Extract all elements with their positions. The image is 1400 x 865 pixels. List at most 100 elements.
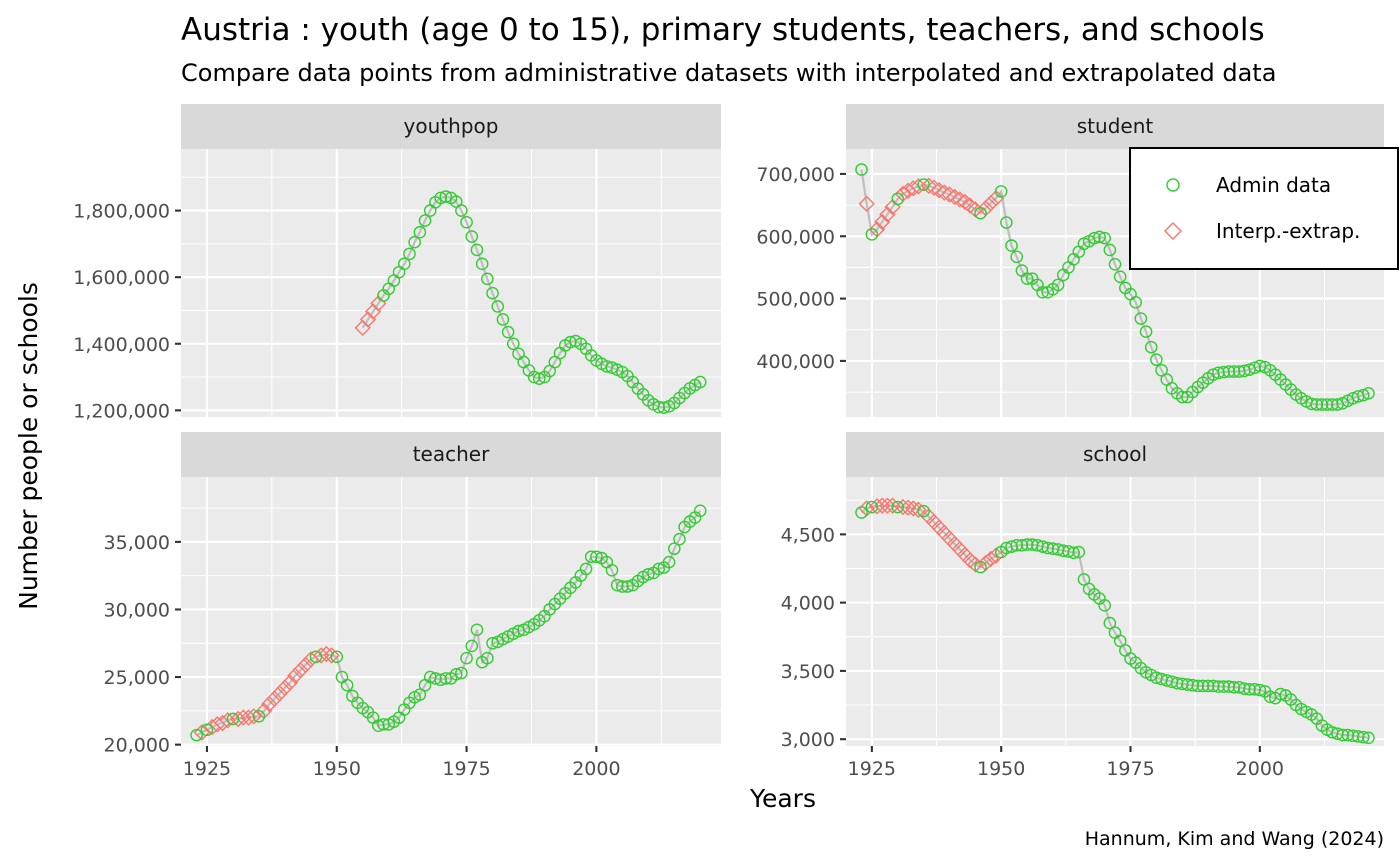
admin-point bbox=[252, 709, 266, 723]
chart-subtitle: Compare data points from administrative … bbox=[181, 59, 1276, 87]
admin-point bbox=[429, 672, 442, 685]
y-tick-label: 500,000 bbox=[756, 289, 835, 311]
admin-point bbox=[667, 542, 681, 555]
admin-point bbox=[496, 313, 510, 326]
interp-point bbox=[987, 190, 1005, 207]
admin-point bbox=[1000, 216, 1013, 229]
admin-point bbox=[1088, 231, 1101, 245]
interp-point bbox=[894, 498, 912, 516]
admin-point bbox=[465, 230, 479, 243]
admin-point bbox=[1186, 678, 1199, 692]
admin-point bbox=[455, 666, 468, 680]
admin-point bbox=[455, 204, 468, 217]
admin-point bbox=[190, 728, 203, 742]
interp-point bbox=[874, 213, 891, 231]
x-tick-label: 2000 bbox=[1236, 758, 1284, 780]
admin-point bbox=[657, 401, 671, 414]
admin-point bbox=[1248, 361, 1261, 375]
interp-point bbox=[920, 177, 937, 194]
interp-point bbox=[271, 685, 288, 702]
admin-point bbox=[403, 247, 416, 261]
admin-point bbox=[501, 325, 515, 339]
admin-point bbox=[1072, 545, 1086, 559]
admin-point bbox=[590, 550, 603, 564]
admin-point bbox=[891, 500, 905, 514]
admin-point bbox=[1315, 398, 1329, 411]
admin-point bbox=[1150, 353, 1163, 366]
interp-point bbox=[982, 550, 1000, 568]
admin-point bbox=[1098, 231, 1111, 245]
admin-point bbox=[1098, 599, 1111, 612]
admin-point bbox=[693, 504, 707, 518]
y-tick-label: 1,400,000 bbox=[73, 334, 170, 356]
admin-point bbox=[1067, 546, 1080, 560]
facet-strip bbox=[181, 104, 721, 149]
admin-point bbox=[974, 560, 987, 574]
admin-point bbox=[1222, 365, 1236, 378]
legend-box bbox=[1129, 147, 1399, 270]
admin-point bbox=[1077, 573, 1091, 586]
admin-point bbox=[1325, 398, 1339, 411]
admin-point bbox=[1129, 296, 1142, 309]
y-tick-label: 4,500 bbox=[781, 524, 835, 546]
admin-point bbox=[340, 678, 354, 692]
admin-point bbox=[652, 400, 665, 414]
facet-strip-label: student bbox=[1077, 114, 1154, 138]
admin-point bbox=[1227, 365, 1241, 378]
y-tick-label: 3,000 bbox=[781, 729, 835, 751]
facet-strip bbox=[846, 432, 1384, 477]
legend: Admin data Interp.-extrap. bbox=[1129, 147, 1399, 270]
admin-point bbox=[439, 190, 453, 203]
series-line bbox=[196, 510, 702, 737]
facet-panel-youthpop: youthpop 1,200,000 1,400,000 1,600,000 1,800… bbox=[73, 104, 721, 422]
y-tick-label: 1,200,000 bbox=[73, 400, 170, 422]
admin-point bbox=[1206, 679, 1220, 693]
admin-point bbox=[1222, 680, 1236, 693]
admin-point bbox=[397, 257, 411, 271]
interp-point bbox=[318, 645, 335, 663]
admin-point bbox=[465, 639, 479, 653]
admin-point bbox=[1175, 390, 1189, 404]
admin-point bbox=[579, 562, 593, 576]
admin-point bbox=[673, 532, 686, 546]
y-tick-label: 700,000 bbox=[756, 164, 835, 186]
x-tick-label: 2000 bbox=[572, 758, 620, 780]
admin-point bbox=[891, 192, 905, 206]
panel-background bbox=[846, 477, 1384, 746]
admin-point bbox=[1201, 679, 1215, 693]
admin-point bbox=[621, 580, 634, 593]
y-tick-label: 30,000 bbox=[104, 599, 170, 621]
admin-point bbox=[481, 651, 494, 665]
admin-point bbox=[1253, 359, 1267, 373]
admin-point bbox=[1062, 545, 1075, 558]
admin-point bbox=[1015, 538, 1029, 552]
admin-point bbox=[865, 228, 879, 241]
admin-point bbox=[642, 568, 655, 581]
admin-point bbox=[491, 300, 505, 313]
admin-point bbox=[1113, 634, 1127, 648]
admin-point bbox=[527, 370, 541, 384]
admin-point bbox=[605, 361, 619, 375]
admin-point bbox=[994, 185, 1008, 198]
admin-point bbox=[1357, 388, 1370, 402]
admin-point bbox=[413, 688, 427, 701]
admin-point bbox=[1113, 270, 1127, 284]
admin-point bbox=[408, 235, 421, 249]
admin-point bbox=[1005, 239, 1018, 252]
admin-point bbox=[1362, 731, 1375, 745]
interp-point bbox=[276, 679, 294, 697]
y-tick-label: 600,000 bbox=[756, 226, 835, 248]
admin-point bbox=[413, 225, 427, 239]
admin-point bbox=[662, 555, 676, 569]
facet-strip bbox=[181, 432, 721, 477]
admin-point bbox=[460, 215, 473, 229]
admin-point bbox=[693, 375, 707, 389]
admin-point bbox=[1191, 679, 1205, 693]
caption: Hannum, Kim and Wang (2024) bbox=[1085, 828, 1384, 850]
y-tick-label: 4,000 bbox=[781, 593, 835, 615]
admin-point bbox=[917, 504, 930, 518]
x-axis-title: Years bbox=[749, 784, 816, 813]
interp-point bbox=[910, 501, 927, 518]
interp-point bbox=[297, 656, 314, 674]
series-line bbox=[860, 169, 1369, 406]
